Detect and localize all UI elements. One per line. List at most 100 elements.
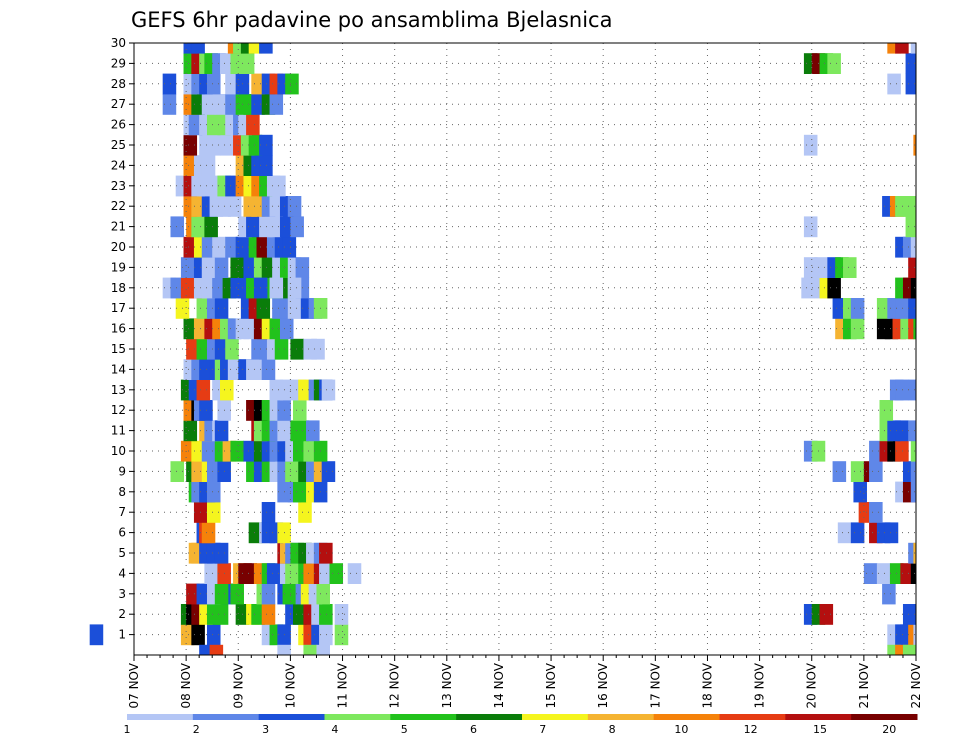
colorbar-label: 2 — [193, 723, 200, 736]
y-tick-label: 30 — [111, 36, 126, 50]
precip-cell — [246, 114, 260, 136]
precip-cell — [895, 379, 909, 401]
precip-cell — [905, 53, 916, 74]
precip-cell — [347, 563, 362, 584]
x-tick-label: 11 NOV — [336, 662, 350, 708]
precip-cell — [209, 644, 224, 656]
precip-cell — [201, 236, 216, 258]
precip-cell — [196, 338, 211, 360]
precip-cell — [910, 43, 916, 54]
precip-cell — [801, 277, 815, 299]
y-tick-label: 15 — [111, 342, 126, 356]
y-tick-label: 23 — [111, 179, 126, 193]
precip-cell — [282, 236, 297, 258]
precip-cell — [261, 502, 276, 523]
precip-cell — [279, 379, 294, 401]
y-tick-label: 1 — [118, 628, 126, 642]
precip-cell — [887, 73, 901, 95]
precip-cell — [188, 114, 203, 136]
precip-cell — [225, 73, 239, 95]
y-tick-label: 6 — [118, 526, 126, 540]
colorbar-label: 12 — [744, 723, 758, 736]
y-tick-label: 5 — [118, 546, 126, 560]
precip-cell — [261, 257, 276, 278]
precip-cell — [858, 502, 873, 523]
precip-cell — [220, 134, 234, 156]
precip-cell — [170, 277, 185, 299]
precip-cell — [206, 73, 221, 95]
precip-cell — [269, 277, 284, 299]
y-tick-label: 14 — [111, 362, 126, 376]
precip-cell — [334, 624, 349, 646]
precip-cell — [290, 338, 304, 360]
precip-cell — [269, 318, 284, 340]
precip-cell — [251, 94, 265, 115]
precip-cell — [206, 502, 221, 523]
precip-cell — [201, 440, 216, 462]
precip-cell — [206, 624, 221, 646]
x-tick-label: 14 NOV — [492, 662, 506, 708]
precip-cell — [261, 583, 276, 605]
colorbar-label: 4 — [331, 723, 338, 736]
precip-cell — [293, 440, 307, 462]
precip-cell — [895, 420, 909, 442]
precip-cell — [183, 43, 198, 54]
precip-cell — [191, 624, 205, 646]
colorbar-label: 1 — [124, 723, 131, 736]
precip-cell — [850, 461, 865, 482]
precip-cell — [910, 236, 916, 258]
y-tick-label: 29 — [111, 56, 126, 70]
precip-cell — [905, 216, 916, 238]
x-tick-label: 22 NOV — [909, 662, 923, 708]
colorbar-label: 5 — [401, 723, 408, 736]
precip-cell — [225, 94, 239, 115]
precip-cell — [910, 277, 916, 299]
x-tick-label: 10 NOV — [283, 662, 297, 708]
precip-cell — [243, 318, 258, 340]
colorbar-label: 10 — [674, 723, 688, 736]
precip-cell — [191, 196, 205, 217]
precip-cell — [225, 236, 239, 258]
colorbar-label: 20 — [882, 723, 896, 736]
precip-cell — [832, 298, 847, 319]
precip-cell — [240, 53, 255, 74]
precip-cell — [319, 604, 333, 625]
precip-cell — [869, 502, 883, 523]
precip-cell — [274, 338, 289, 360]
precip-cell — [908, 257, 916, 278]
precip-cell — [293, 400, 307, 421]
precip-cell — [251, 196, 265, 217]
precip-cell — [225, 175, 239, 197]
precip-cell — [230, 440, 244, 462]
precip-cell — [243, 563, 258, 584]
precip-cell — [311, 338, 325, 360]
colorbar-segment — [390, 714, 457, 720]
colorbar-label: 8 — [609, 723, 616, 736]
colorbar-label: 3 — [262, 723, 269, 736]
precip-cell — [908, 298, 916, 319]
precip-cell — [329, 563, 344, 584]
precip-cell — [162, 94, 177, 115]
precip-cell — [170, 216, 185, 238]
precip-cell — [902, 196, 916, 217]
precip-cell — [334, 604, 349, 625]
y-tick-label: 8 — [118, 485, 126, 499]
precip-cell — [256, 298, 271, 319]
precip-cell — [206, 134, 221, 156]
precip-cell — [832, 461, 847, 482]
precip-cell — [214, 298, 229, 319]
y-tick-label: 20 — [111, 240, 126, 254]
precip-cell — [206, 481, 221, 503]
precip-cell — [259, 43, 273, 54]
grid-lines — [134, 43, 916, 655]
precip-cell — [850, 318, 865, 340]
precip-cell — [183, 155, 198, 176]
precip-cell — [908, 542, 916, 564]
colorbar-segment — [719, 714, 786, 720]
y-tick-label: 24 — [111, 158, 126, 172]
precip-cell — [287, 196, 302, 217]
y-tick-label: 10 — [111, 444, 126, 458]
precip-cell — [303, 563, 317, 584]
y-tick-label: 13 — [111, 383, 126, 397]
